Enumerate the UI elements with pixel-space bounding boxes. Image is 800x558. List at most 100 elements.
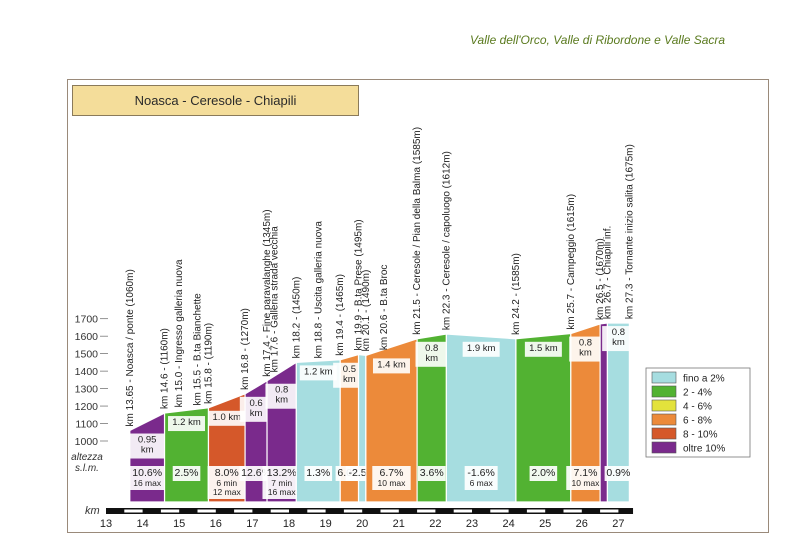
- x-tick-label: 21: [393, 518, 405, 530]
- waypoint-label: km 25.7 - Campeggio (1615m): [566, 194, 577, 330]
- km-scale-gap: [270, 509, 289, 513]
- waypoint-label: km 21.5 - Ceresole / Pian della Balma (1…: [412, 127, 423, 335]
- segment-grade-box: [172, 466, 201, 481]
- segment-length-label: 1.5 km: [529, 343, 558, 354]
- x-tick-label: 26: [576, 518, 588, 530]
- segment-length-label: 0.95: [138, 435, 157, 446]
- waypoint-label: km 14.6 - (1160m): [160, 328, 171, 409]
- segment-length-box: [265, 383, 298, 409]
- legend-label: 2 - 4%: [683, 388, 712, 399]
- segment-length-label: km: [425, 353, 438, 364]
- waypoint-label: km 20.1 - (1490m): [361, 270, 372, 352]
- y-tick-label: 1400: [75, 366, 99, 378]
- segment-grade-label: 12 max: [213, 487, 242, 497]
- y-tick-label: 1200: [75, 401, 99, 413]
- waypoint-label: km 26.5 - (1670m): [595, 238, 606, 320]
- waypoint-label: km 18.2 - (1450m): [291, 277, 302, 359]
- x-tick-label: 19: [319, 518, 331, 530]
- x-tick-label: 16: [210, 518, 222, 530]
- km-scale-gap: [307, 509, 326, 513]
- segment-grade-label: -1.6%: [467, 467, 494, 479]
- segment-length-label: 0.5: [343, 364, 356, 375]
- segment-length-label: km: [612, 337, 625, 348]
- segment-length-box: [299, 365, 337, 381]
- segment-grade-label: 6.7%: [380, 467, 404, 479]
- segment-length-label: km: [579, 348, 592, 359]
- km-scale-gap: [197, 509, 216, 513]
- segment-grade-box: [566, 466, 605, 490]
- km-scale-gap: [160, 509, 180, 513]
- segment-grade-label: 7 min: [271, 478, 292, 488]
- segment-length-label: 0.8: [579, 338, 592, 349]
- waypoint-label: km 15.8 - (1190m): [203, 323, 214, 404]
- segment-grade-label: 10 max: [572, 478, 601, 488]
- segment-length-label: km: [343, 374, 356, 385]
- x-tick-label: 20: [356, 518, 368, 530]
- km-scale-gap: [380, 509, 399, 513]
- segment-length-label: 0.6: [249, 398, 262, 409]
- waypoint-label: km 18.8 - Uscita galleria nuova: [313, 221, 324, 359]
- x-tick-label: 27: [612, 518, 624, 530]
- waypoint-label: km 15.0 - Ingresso galleria nuova: [174, 259, 185, 407]
- waypoint-label: km 20.6 - B.ta Broc: [379, 265, 390, 351]
- x-tick-label: 15: [173, 518, 185, 530]
- segment-grade-box: [529, 466, 558, 481]
- segment-length-box: [602, 326, 635, 352]
- segment-length-label: 1.9 km: [467, 343, 496, 354]
- km-scale-gap: [417, 509, 436, 513]
- km-scale-gap: [343, 509, 363, 513]
- x-axis-label: km: [85, 505, 100, 517]
- segment-length-label: 1.4 km: [377, 359, 406, 370]
- waypoint-label: km 13.65 - Noasca / ponte (1060m): [125, 269, 136, 426]
- segment-grade-box: [262, 466, 301, 499]
- segment-grade-label: 2.5%: [175, 467, 199, 479]
- segment-length-label: 1.2 km: [172, 417, 201, 428]
- x-tick-label: 13: [100, 518, 112, 530]
- segment-grade-label: 10.6%: [132, 467, 162, 479]
- segment-grade-label: 0.9%: [606, 467, 630, 479]
- segment-length-box: [128, 433, 166, 459]
- segment-length-label: 1.2 km: [304, 366, 333, 377]
- segment-grade-box: [372, 466, 411, 490]
- legend-swatch: [651, 371, 677, 384]
- segment-grade-box: [417, 466, 446, 481]
- segment-grade-box: [304, 466, 333, 481]
- km-scale-gap: [600, 509, 619, 513]
- segment-grade-label: 3.6%: [420, 467, 444, 479]
- km-scale-gap: [453, 509, 472, 513]
- segment-grade-label: 16 max: [268, 487, 297, 497]
- segment-grade-label: 8.0%: [215, 467, 239, 479]
- waypoint-label: km 24.2 - (1585m): [511, 253, 522, 335]
- segment-length-box: [569, 336, 602, 362]
- km-scale-gap: [636, 509, 655, 513]
- x-tick-label: 18: [283, 518, 295, 530]
- x-tick-label: 23: [466, 518, 478, 530]
- waypoint-label: km 17.4 - Fine paravalanghe (1345m): [262, 209, 273, 376]
- x-tick-label: 22: [429, 518, 441, 530]
- y-tick-label: 1000: [75, 436, 99, 448]
- waypoint-label: km 15.5 - B.ta Bianchette: [193, 293, 204, 406]
- km-scale-gap: [526, 509, 546, 513]
- profile-segment: [606, 322, 630, 503]
- km-scale-bar: [106, 508, 634, 514]
- x-tick-label: 14: [136, 518, 148, 530]
- segment-length-label: km: [141, 445, 154, 456]
- segment-length-box: [524, 341, 562, 357]
- segment-length-box: [462, 341, 500, 357]
- segment-length-label: 0.8: [275, 385, 288, 396]
- y-tick-label: 1300: [75, 384, 99, 396]
- y-axis-label-line2: s.l.m.: [75, 463, 99, 474]
- x-tick-label: 24: [502, 518, 514, 530]
- segment-grade-label: 10 max: [378, 478, 407, 488]
- segment-length-label: 0.8: [425, 343, 438, 354]
- legend-swatch: [651, 399, 677, 412]
- y-axis-label-line1: altezza: [71, 452, 103, 463]
- waypoint-label: km 19.4 - (1465m): [335, 274, 346, 356]
- segment-length-label: km: [250, 408, 263, 419]
- y-tick-label: 1100: [75, 419, 98, 431]
- km-scale-gap: [124, 509, 143, 513]
- segment-length-label: 0.8: [612, 327, 625, 338]
- segment-length-box: [372, 358, 410, 374]
- legend-swatch: [651, 427, 677, 440]
- legend-label: 4 - 6%: [683, 402, 712, 413]
